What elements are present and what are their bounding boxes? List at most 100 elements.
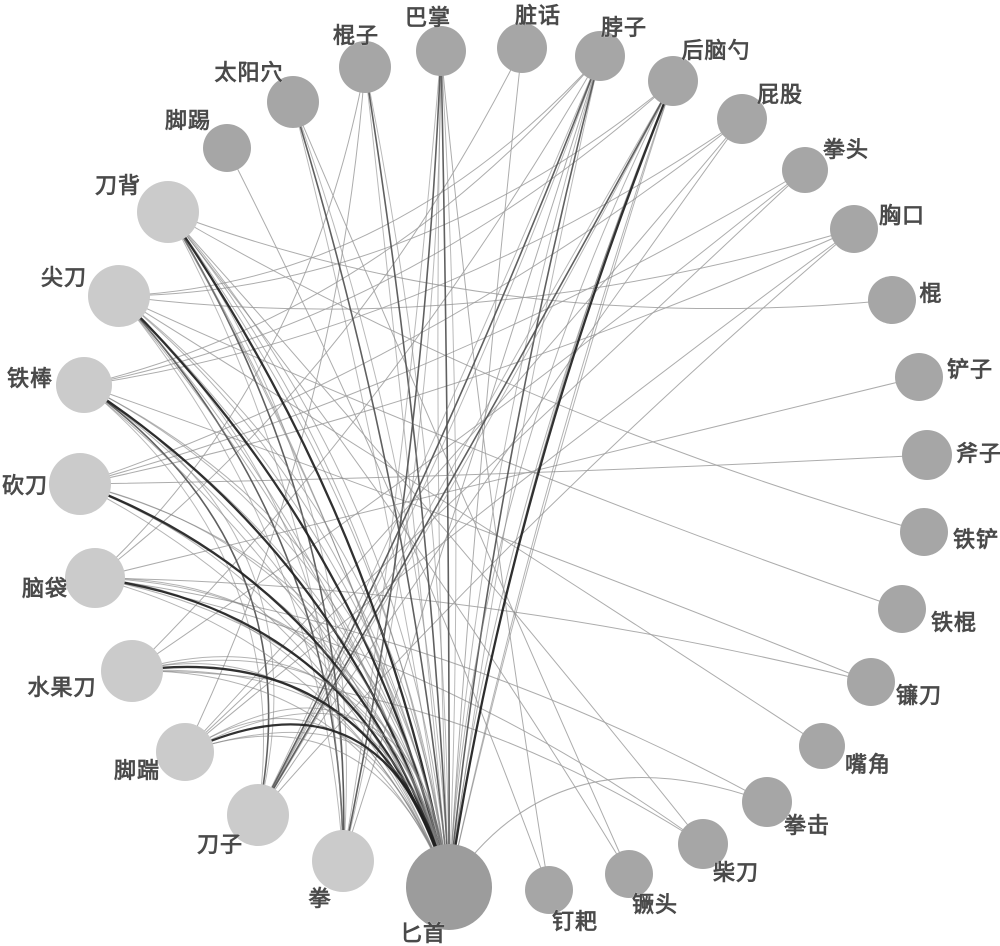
graph-edge — [440, 50, 550, 891]
graph-edge — [166, 210, 451, 889]
graph-node[interactable] — [65, 548, 125, 608]
graph-node[interactable] — [406, 844, 492, 930]
graph-edge — [94, 577, 450, 888]
node-label: 铁棍 — [930, 610, 978, 635]
graph-edge — [83, 384, 450, 888]
graph-edge — [364, 66, 450, 888]
node-label: 嘴角 — [844, 752, 892, 777]
node-label: 铲子 — [946, 357, 994, 382]
graph-edge — [118, 80, 674, 297]
graph-edge — [257, 228, 855, 816]
graph-edge — [83, 384, 450, 888]
graph-edge — [448, 80, 674, 888]
graph-node[interactable] — [575, 31, 625, 81]
graph-edge — [118, 295, 450, 888]
graph-edge — [342, 50, 442, 862]
edges-layer — [78, 47, 928, 891]
graph-node[interactable] — [799, 723, 845, 769]
graph-edge — [440, 50, 457, 888]
node-label: 后脑勺 — [681, 38, 751, 63]
node-label: 铁铲 — [952, 527, 1000, 552]
graph-edge — [79, 454, 928, 485]
node-label: 刀子 — [196, 832, 244, 857]
node-label: 棍子 — [332, 23, 380, 48]
node-label: 柴刀 — [712, 860, 760, 885]
graph-node[interactable] — [416, 26, 466, 76]
graph-edge — [257, 55, 601, 816]
graph-node[interactable] — [525, 866, 573, 914]
graph-edge — [448, 777, 768, 888]
node-label: 斧子 — [955, 441, 1000, 466]
graph-edge — [292, 101, 450, 888]
node-label: 砍刀 — [1, 473, 49, 498]
graph-node[interactable] — [648, 56, 698, 106]
graph-node[interactable] — [203, 124, 251, 172]
graph-edge — [257, 80, 674, 816]
graph-node[interactable] — [782, 147, 828, 193]
graph-edge — [184, 169, 806, 753]
graph-node[interactable] — [902, 430, 952, 480]
graph-edge — [448, 55, 601, 888]
node-label: 刀背 — [94, 173, 142, 198]
graph-edge — [184, 712, 450, 888]
graph-node[interactable] — [156, 723, 214, 781]
graph-edge — [448, 80, 674, 888]
graph-edge — [118, 55, 601, 297]
graph-node[interactable] — [830, 205, 878, 253]
graph-edge — [118, 295, 344, 862]
graph-edge — [78, 482, 451, 889]
graph-node[interactable] — [56, 357, 112, 413]
node-label: 拳头 — [822, 137, 870, 162]
node-label: 拳击 — [783, 813, 831, 838]
graph-node[interactable] — [895, 353, 943, 401]
graph-edge — [448, 47, 523, 888]
graph-node[interactable] — [605, 850, 653, 898]
graph-edge — [167, 211, 450, 888]
graph-edge — [94, 577, 704, 845]
graph-node[interactable] — [227, 784, 289, 846]
graph-edge — [167, 211, 344, 862]
nodes-layer — [49, 23, 952, 930]
graph-edge — [94, 66, 366, 579]
graph-node[interactable] — [847, 658, 895, 706]
graph-edge — [79, 483, 450, 888]
graph-node[interactable] — [742, 777, 792, 827]
graph-edge — [131, 169, 806, 672]
graph-edge — [83, 384, 264, 816]
graph-edge — [184, 228, 855, 753]
graph-edge — [184, 118, 743, 753]
graph-edge — [364, 66, 450, 888]
node-label: 脖子 — [600, 15, 648, 40]
graph-node[interactable] — [900, 508, 948, 556]
graph-node[interactable] — [339, 41, 391, 93]
node-label: 脑袋 — [21, 576, 69, 601]
graph-edge — [257, 80, 674, 816]
graph-edge — [447, 79, 675, 889]
graph-node[interactable] — [312, 830, 374, 892]
graph-edge — [184, 735, 450, 888]
graph-node[interactable] — [267, 76, 319, 128]
graph-node[interactable] — [717, 94, 767, 144]
node-label: 拳 — [308, 886, 332, 911]
node-label: 太阳穴 — [214, 60, 284, 85]
graph-edge — [184, 66, 366, 753]
graph-edge — [292, 101, 450, 888]
graph-edge — [448, 80, 674, 888]
graph-node[interactable] — [868, 276, 916, 324]
node-label: 脏话 — [514, 3, 562, 28]
graph-node[interactable] — [878, 585, 926, 633]
graph-edge — [167, 211, 450, 888]
graph-edge — [342, 50, 442, 862]
graph-edge — [167, 211, 925, 533]
graph-node[interactable] — [101, 640, 163, 702]
graph-node[interactable] — [49, 453, 111, 515]
graph-node[interactable] — [137, 181, 199, 243]
graph-node[interactable] — [497, 23, 547, 73]
node-label: 铁棒 — [6, 366, 54, 391]
graph-node[interactable] — [88, 265, 150, 327]
graph-edge — [184, 707, 450, 888]
graph-edge — [94, 47, 523, 579]
graph-node[interactable] — [678, 819, 728, 869]
graph-edge — [79, 169, 806, 485]
